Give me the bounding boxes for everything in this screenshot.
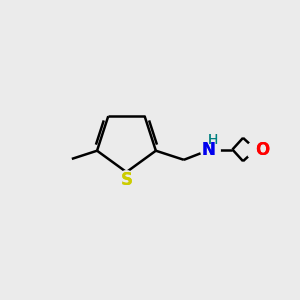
Text: O: O <box>255 140 269 158</box>
Text: N: N <box>202 140 216 158</box>
Text: O: O <box>255 140 269 158</box>
Text: H: H <box>208 133 218 147</box>
Text: N: N <box>202 140 216 158</box>
Text: H: H <box>208 133 218 147</box>
Text: S: S <box>120 171 132 189</box>
Text: S: S <box>120 171 132 189</box>
